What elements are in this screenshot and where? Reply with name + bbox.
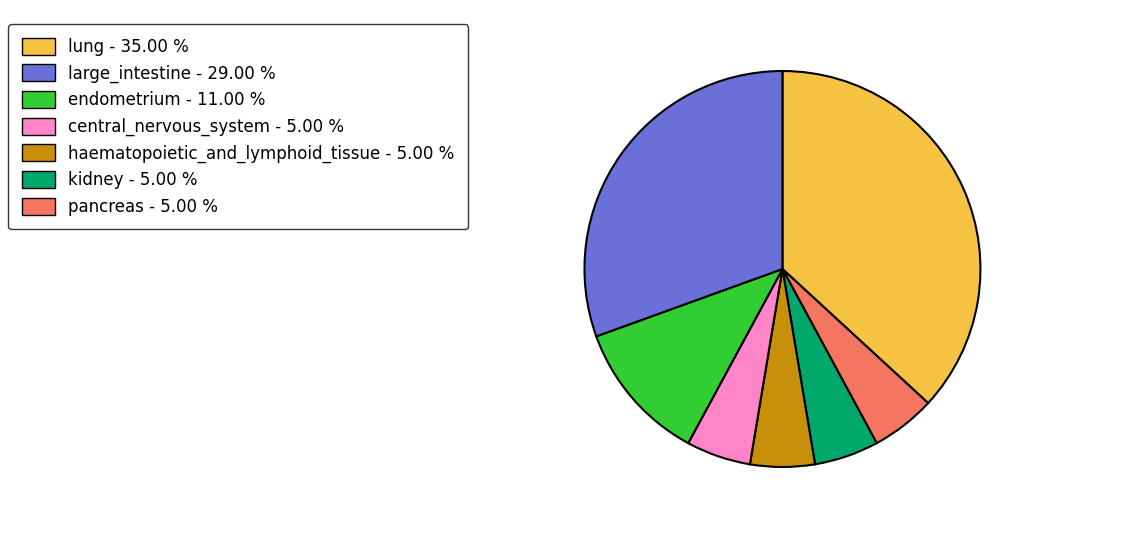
Wedge shape	[596, 269, 782, 443]
Wedge shape	[782, 269, 928, 443]
Wedge shape	[782, 71, 981, 403]
Wedge shape	[750, 269, 815, 467]
Wedge shape	[688, 269, 782, 464]
Legend: lung - 35.00 %, large_intestine - 29.00 %, endometrium - 11.00 %, central_nervou: lung - 35.00 %, large_intestine - 29.00 …	[8, 24, 468, 229]
Wedge shape	[584, 71, 782, 336]
Wedge shape	[782, 269, 877, 464]
